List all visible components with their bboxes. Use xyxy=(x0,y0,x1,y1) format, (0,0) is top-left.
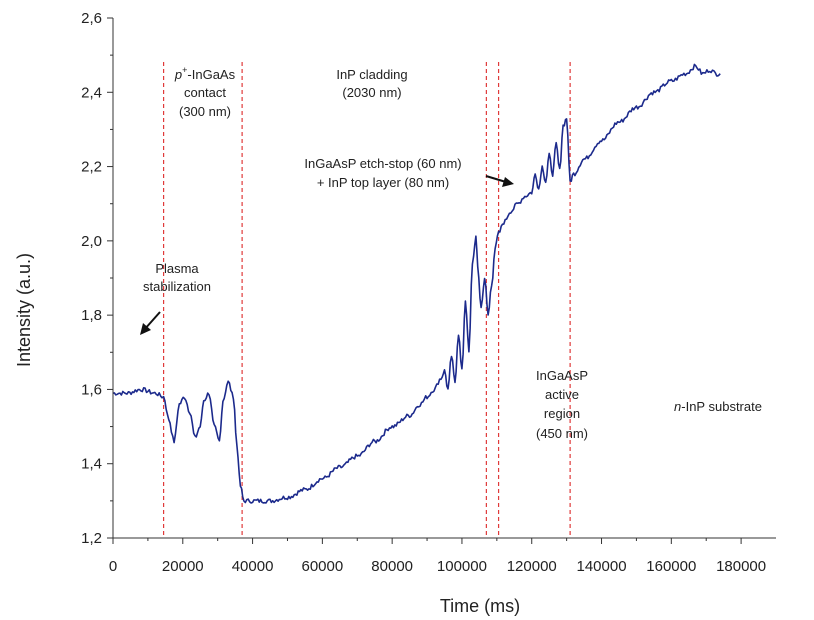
annotation-active-line3: region xyxy=(544,406,580,421)
y-tick-label: 2,6 xyxy=(81,10,102,27)
x-tick-label: 0 xyxy=(109,558,117,575)
y-tick-label: 1,6 xyxy=(81,381,102,398)
annotation-contact: p+-InGaAs contact (300 nm) xyxy=(174,65,236,119)
annotation-cladding-line2: (2030 nm) xyxy=(342,85,401,100)
y-tick-label: 1,8 xyxy=(81,307,102,324)
annotation-plasma: Plasma stabilization xyxy=(140,261,211,335)
x-tick-label: 160000 xyxy=(646,558,696,575)
x-tick-label: 20000 xyxy=(162,558,204,575)
y-tick-label: 2,0 xyxy=(81,233,102,250)
annotation-substrate-line1: n-InP substrate xyxy=(674,399,762,414)
annotation-etchstop: InGaAsP etch-stop (60 nm) + InP top laye… xyxy=(304,156,514,190)
annotation-active-line1: InGaAsP xyxy=(536,368,588,383)
annotation-cladding: InP cladding (2030 nm) xyxy=(336,67,407,100)
arrow-head-icon-etchstop xyxy=(502,177,514,187)
y-tick-label: 1,4 xyxy=(81,456,102,473)
arrow-head-icon-plasma xyxy=(140,323,151,335)
x-tick-label: 80000 xyxy=(371,558,413,575)
annotation-plasma-line2: stabilization xyxy=(143,279,211,294)
annotation-active: InGaAsP active region (450 nm) xyxy=(536,368,588,441)
annotation-plasma-line1: Plasma xyxy=(155,261,199,276)
annotation-contact-line1: p+-InGaAs xyxy=(174,65,236,82)
annotation-contact-line2: contact xyxy=(184,85,226,100)
x-axis-title: Time (ms) xyxy=(440,596,520,616)
annotation-etchstop-line1: InGaAsP etch-stop (60 nm) xyxy=(304,156,461,171)
annotation-cladding-line1: InP cladding xyxy=(336,67,407,82)
y-tick-label: 2,2 xyxy=(81,159,102,176)
y-axis-title: Intensity (a.u.) xyxy=(14,253,34,367)
y-axis-ticks: 1,2 1,4 1,6 1,8 2,0 2,2 2,4 2,6 xyxy=(81,10,113,547)
annotation-substrate: n-InP substrate xyxy=(674,399,762,414)
intensity-series-line xyxy=(112,63,721,504)
x-tick-label: 100000 xyxy=(437,558,487,575)
annotation-contact-line3: (300 nm) xyxy=(179,104,231,119)
x-tick-label: 180000 xyxy=(716,558,766,575)
x-tick-label: 140000 xyxy=(576,558,626,575)
layer-boundaries xyxy=(162,62,571,538)
x-tick-label: 40000 xyxy=(232,558,274,575)
series-layer xyxy=(112,63,721,504)
arrow-icon-etchstop xyxy=(485,175,507,183)
x-tick-label: 120000 xyxy=(507,558,557,575)
annotation-active-line4: (450 nm) xyxy=(536,426,588,441)
x-tick-label: 60000 xyxy=(302,558,344,575)
y-tick-label: 2,4 xyxy=(81,84,102,101)
annotation-etchstop-line2: + InP top layer (80 nm) xyxy=(317,175,449,190)
annotation-active-line2: active xyxy=(545,387,579,402)
x-axis-ticks: 0 20000 40000 60000 80000 100000 120000 140000 1… xyxy=(109,538,766,575)
y-tick-label: 1,2 xyxy=(81,530,102,547)
